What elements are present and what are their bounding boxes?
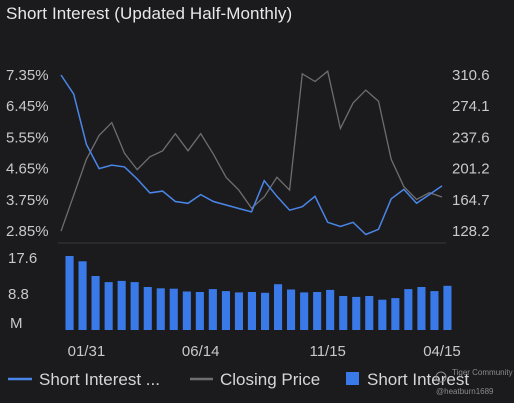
legend-label: Short Interest ...: [39, 370, 160, 389]
legend-item-short-interest-bar[interactable]: Short Interest: [346, 370, 469, 389]
short-interest-bar: [91, 276, 100, 330]
chart-title: Short Interest (Updated Half-Monthly): [6, 4, 293, 23]
short-interest-bar: [261, 292, 270, 330]
watermark-user: @heatburn1689: [436, 387, 494, 396]
short-interest-bar: [104, 282, 113, 330]
bar-axis-unit-label: M: [10, 315, 23, 332]
right-axis-tick-label: 164.7: [452, 192, 490, 209]
legend-item-short-interest-line[interactable]: Short Interest ...: [8, 370, 160, 389]
right-axis-tick-label: 274.1: [452, 98, 490, 115]
short-interest-bar: [287, 289, 296, 330]
short-interest-bar: [378, 299, 387, 330]
short-interest-bar: [339, 296, 348, 330]
short-interest-bar: [326, 289, 335, 330]
short-interest-bar: [130, 282, 139, 330]
short-interest-bar: [208, 289, 217, 330]
short-interest-bar: [195, 292, 204, 330]
left-axis-tick-label: 2.85%: [6, 223, 49, 240]
watermark-brand: Tiger Community: [452, 368, 513, 377]
short-interest-bar: [169, 288, 178, 330]
short-interest-bar: [417, 287, 426, 330]
short-interest-bar: [443, 285, 452, 330]
short-interest-line: [60, 74, 443, 236]
right-axis-tick-label: 310.6: [452, 67, 490, 84]
short-interest-bar: [300, 292, 309, 330]
short-interest-bar: [365, 296, 374, 330]
left-axis-tick-label: 6.45%: [6, 98, 49, 115]
bar-axis-tick-label: 8.8: [8, 286, 29, 303]
left-axis-tick-label: 7.35%: [6, 67, 49, 84]
short-interest-bar: [391, 298, 400, 330]
left-axis-tick-label: 4.65%: [6, 161, 49, 178]
right-axis-tick-label: 237.6: [452, 129, 490, 146]
short-interest-bar: [352, 296, 361, 330]
left-axis-tick-label: 5.55%: [6, 129, 49, 146]
short-interest-bar: [247, 292, 256, 330]
short-interest-bar: [78, 261, 87, 330]
short-interest-bar: [65, 256, 74, 330]
x-axis-tick-label: 06/14: [182, 343, 220, 360]
legend-item-closing-price[interactable]: Closing Price: [190, 370, 320, 389]
short-interest-bar: [221, 291, 230, 330]
short-interest-bar: [143, 287, 152, 330]
x-axis-tick-label: 04/15: [423, 343, 461, 360]
x-axis-tick-label: 01/31: [68, 343, 106, 360]
short-interest-bar: [182, 291, 191, 330]
watermark: Tiger Community @heatburn1689: [435, 368, 513, 396]
short-interest-bar: [274, 284, 283, 330]
short-interest-bar: [430, 291, 439, 330]
x-axis-tick-label: 11/15: [309, 343, 345, 360]
short-interest-bar: [156, 288, 165, 330]
closing-price-line: [60, 70, 443, 232]
short-interest-bar: [117, 280, 126, 330]
tiger-logo-icon: [435, 371, 447, 383]
legend-label: Short Interest: [367, 370, 469, 389]
short-interest-bar: [234, 292, 243, 330]
right-axis-tick-label: 128.2: [452, 223, 490, 240]
right-axis-tick-label: 201.2: [452, 161, 490, 178]
bar-axis-tick-label: 17.6: [8, 250, 37, 267]
short-interest-bar: [404, 289, 413, 330]
left-axis-tick-label: 3.75%: [6, 192, 49, 209]
short-interest-bar: [313, 292, 322, 330]
legend-label: Closing Price: [220, 370, 320, 389]
